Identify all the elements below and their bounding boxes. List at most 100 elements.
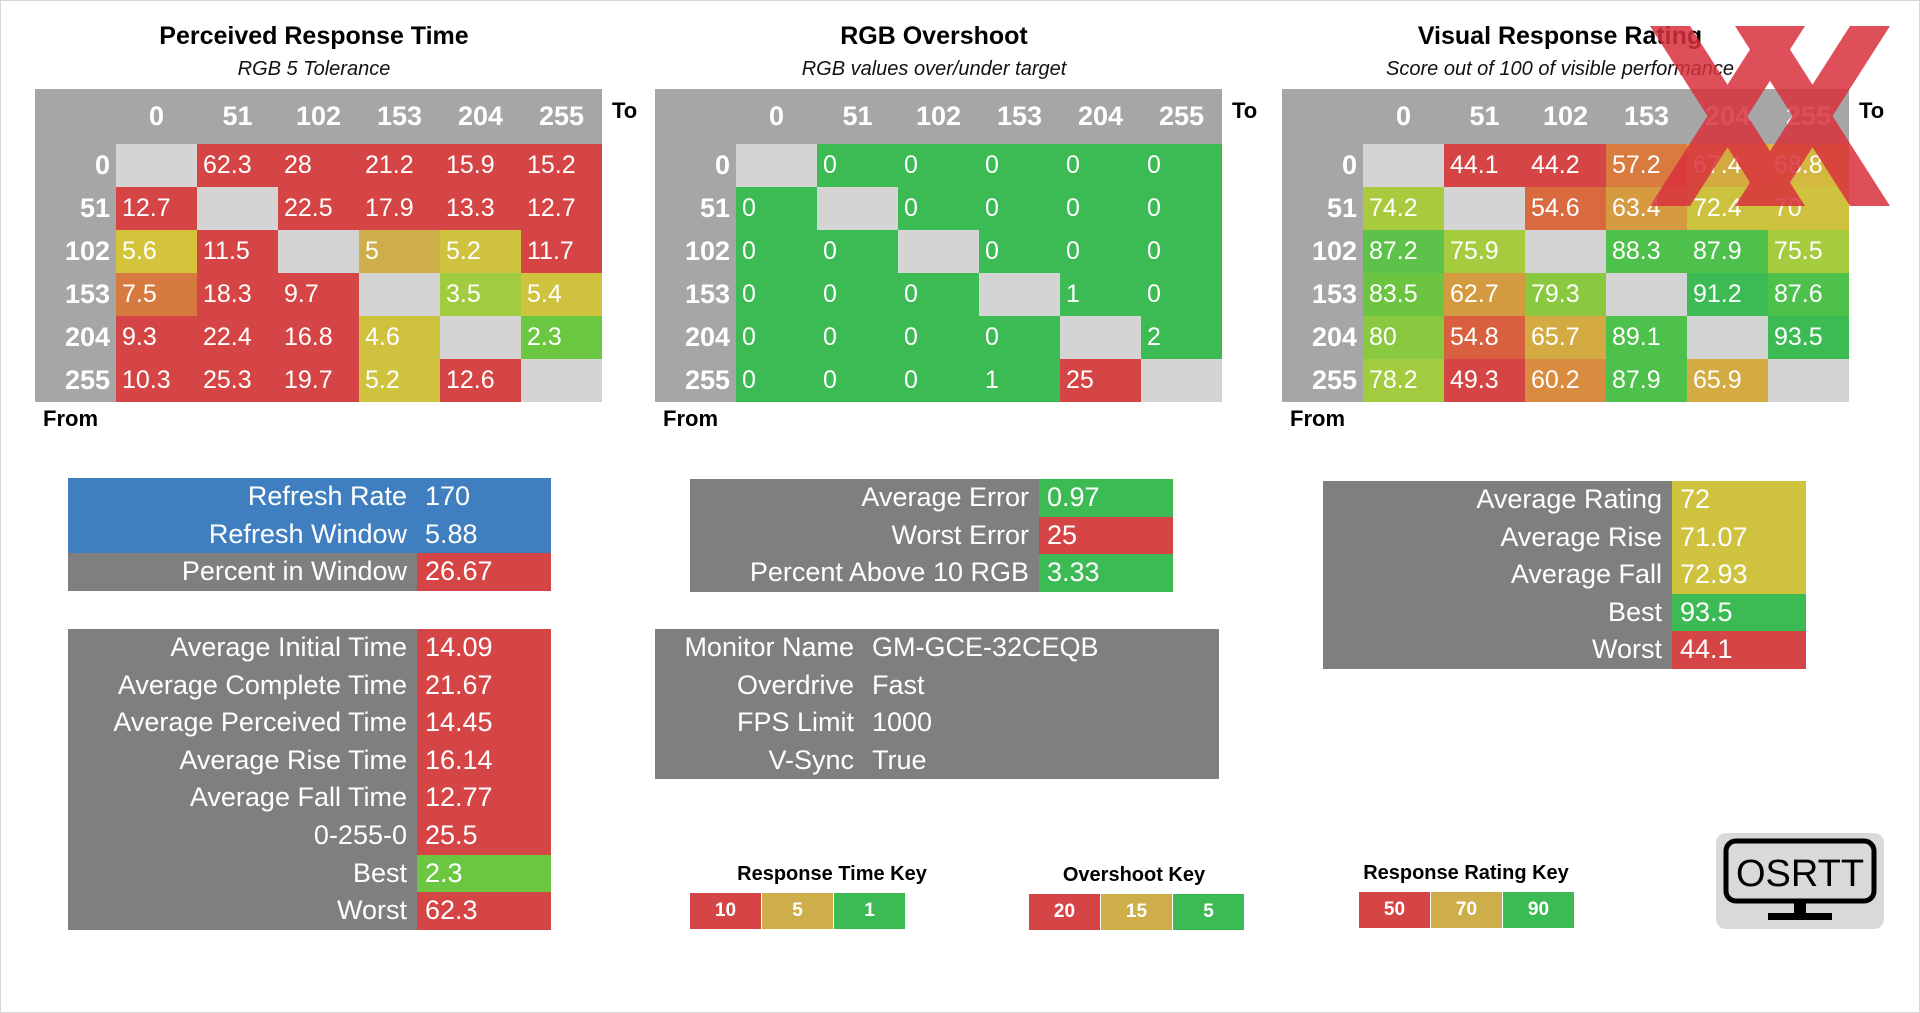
column-header: 51 [842,101,873,131]
panel-row: Overdrive Fast [655,666,1219,704]
row-header: 0 [714,150,730,180]
heatmap-cell: 87.2 [1363,230,1444,273]
row-header: 51 [699,193,730,223]
column-header: 102 [295,101,342,131]
heatmap-cell: 12.7 [521,187,602,230]
heatmap-cell: 12.6 [440,359,521,402]
heatmap-cell: 0 [898,187,979,230]
row-header: 102 [684,236,730,266]
heatmap-cell: 0 [898,273,979,316]
diagonal-cell [1768,359,1849,402]
key-title: Overshoot Key [1062,864,1206,886]
panel-row-label: Overdrive [655,666,864,704]
column-header: 102 [1542,101,1589,131]
row-header: 153 [1311,279,1357,309]
panel-row-label: Best [68,854,417,893]
heatmap-cell: 16.8 [278,316,359,359]
row-header: 204 [1311,322,1357,352]
column-header: 102 [915,101,962,131]
panel-row: Best 2.3 [68,854,551,893]
logo-text: OSRTT [1736,853,1864,895]
row-header: 102 [64,236,110,266]
heatmap-cell: 0 [817,359,898,402]
panel-row-value: 14.09 [417,629,551,667]
panel-row-label: Worst [1323,631,1672,669]
heatmap-cell: 1 [1060,273,1141,316]
diagonal-cell [1141,359,1222,402]
panel-row: Best 93.5 [1323,593,1806,631]
panel-row-value: 14.45 [417,704,551,742]
heatmap-cell: 0 [1060,187,1141,230]
column-header: 0 [768,101,785,131]
heatmap-cell: 0 [817,230,898,273]
column-header: 255 [538,101,585,131]
heatmap-cell: 5.6 [116,230,197,273]
heatmap-cell: 10.3 [116,359,197,402]
heatmap-cell: 0 [1141,187,1222,230]
panel-row-value: 21.67 [417,666,551,705]
heatmap-cell: 0 [898,316,979,359]
panel-row: Average Initial Time 14.09 [68,629,551,667]
watermark-logo-icon [1650,26,1890,206]
panel-row-label: Monitor Name [655,629,864,667]
heatmap-cell: 87.6 [1768,273,1849,316]
heatmap-subtitle: RGB values over/under target [801,58,1067,80]
panel-row-label: 0-255-0 [68,817,417,855]
diagonal-cell [979,273,1060,316]
heatmap-cell: 0 [736,359,817,402]
panel-row: Average Fall Time 12.77 [68,779,551,817]
panel-row: 0-255-0 25.5 [68,817,551,855]
heatmap-cell: 63.4 [1606,187,1687,230]
column-header: 153 [376,101,423,131]
heatmap-cell: 21.2 [359,144,440,187]
heatmap-cell: 13.3 [440,187,521,230]
heatmap-cell: 9.7 [278,273,359,316]
diagonal-cell [440,316,521,359]
panel-row-value: 26.67 [417,553,551,591]
panel-row-value: 1000 [864,704,1219,742]
heatmap-grid: 0 51 102 153 204 255 0 0 0 0 0 0 51 0 0 0 0 0 102 0 0 0 0 0 153 0… [655,89,1222,402]
from-label: From [43,406,98,431]
panel-row: Percent Above 10 RGB 3.33 [690,554,1173,592]
key-swatch: 10 [690,893,761,929]
column-header: 153 [1623,101,1670,131]
panel-row-label: Average Perceived Time [68,704,417,742]
panel-row-label: Worst Error [690,516,1039,554]
row-header: 255 [1311,365,1357,395]
panel-row: Average Perceived Time 14.45 [68,704,551,742]
heatmap-cell: 0 [1141,144,1222,187]
heatmap-cell: 87.9 [1687,230,1768,273]
key-swatch: 20 [1029,894,1100,930]
heatmap-cell: 19.7 [278,359,359,402]
diagonal-cell [197,187,278,230]
heatmap-cell: 4.6 [359,316,440,359]
panel-row-value: 16.14 [417,741,551,780]
key-title: Response Time Key [737,863,927,885]
heatmap-cell: 44.2 [1525,144,1606,187]
key-swatch: 5 [1173,894,1244,930]
row-header: 204 [64,322,110,352]
panel-row-label: Average Complete Time [68,666,417,705]
heatmap-cell: 0 [1060,144,1141,187]
watermark-stroke [1735,26,1890,206]
heatmap-cell: 0 [898,359,979,402]
heatmap-cell: 54.6 [1525,187,1606,230]
column-header: 0 [1395,101,1412,131]
panel-row-value: 93.5 [1672,593,1806,631]
row-header: 153 [684,279,730,309]
key-swatch: 70 [1431,892,1502,928]
column-header: 0 [148,101,165,131]
heatmap-cell: 0 [1141,230,1222,273]
panel-row-value: Fast [864,666,1219,704]
heatmap-cell: 79.3 [1525,273,1606,316]
panel-row: Monitor Name GM-GCE-32CEQB [655,629,1219,667]
heatmap-cell: 28 [278,144,359,187]
heatmap-cell: 25.3 [197,359,278,402]
column-header: 51 [222,101,253,131]
monitor-logo-icon: OSRTT [1723,838,1877,920]
column-header: 153 [996,101,1043,131]
key-swatch: 1 [834,893,905,929]
panel-row-label: Worst [68,892,417,930]
panel-row-label: Refresh Rate [68,478,417,516]
heatmap-cell: 7.5 [116,273,197,316]
